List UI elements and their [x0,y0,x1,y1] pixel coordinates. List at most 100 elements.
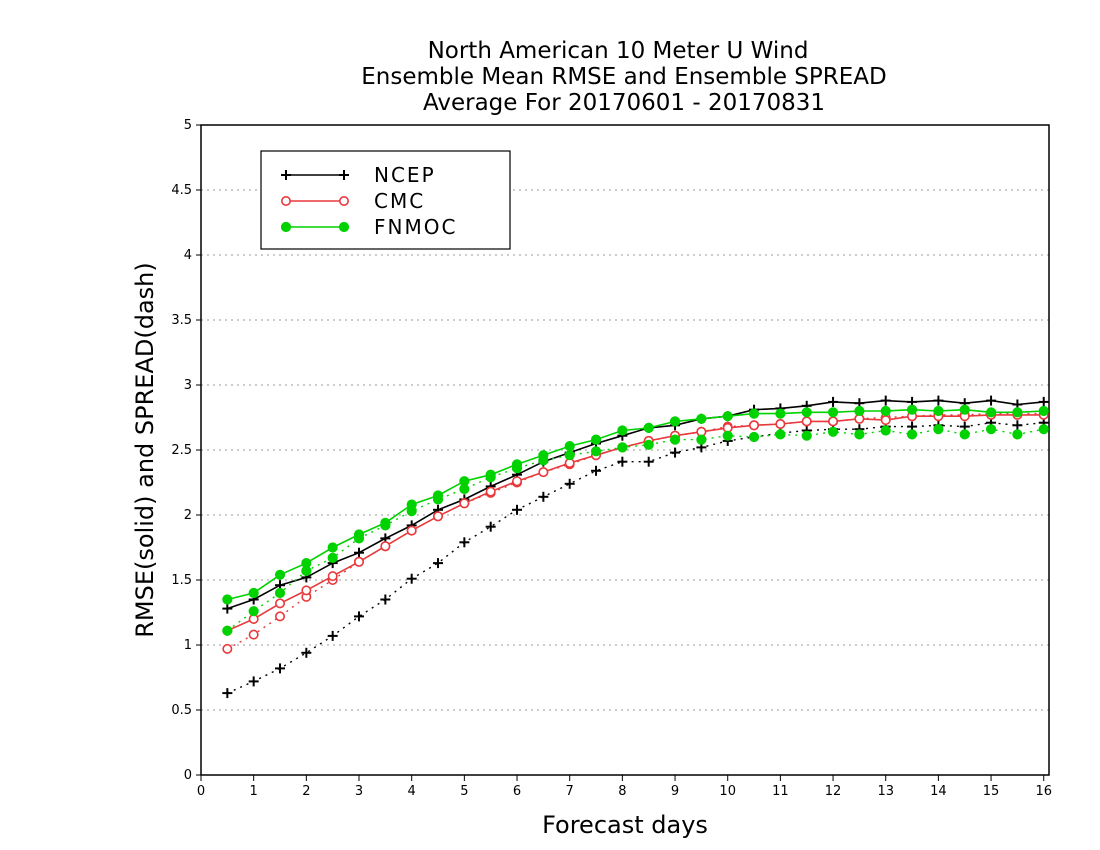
rmse-point [485,469,496,480]
rmse-point [748,408,760,419]
x-tick-label: 8 [618,784,626,799]
spread-point [775,429,786,440]
rmse-point [512,476,523,487]
rmse-point [406,525,417,536]
legend-marker [281,170,291,180]
title-line-3: Average For 20170601 - 20170831 [423,90,825,116]
spread-line [227,421,1044,694]
rmse-point [775,408,786,419]
x-axis-ticks: 0 1 2 3 4 5 6 7 8 9 10 11 12 13 14 15 16 [197,775,1052,799]
rmse-point [775,418,786,429]
rmse-line [227,399,1044,610]
spread-point [248,629,259,640]
x-tick-label: 9 [671,784,679,799]
rmse-point [880,415,891,426]
y-tick-label: 0 [184,768,192,783]
rmse-point [880,395,891,406]
legend-marker [280,221,292,233]
rmse-point [827,407,839,418]
spread-point [696,434,707,445]
rmse-point [1038,405,1049,417]
legend-label: NCEP [374,163,436,187]
x-tick-label: 12 [825,784,842,799]
y-tick-label: 1.5 [171,573,192,588]
rmse-point [511,459,523,470]
x-tick-label: 3 [355,784,363,799]
y-tick-label: 1 [184,638,192,653]
x-tick-label: 15 [983,784,1000,799]
spread-point [1012,429,1023,440]
rmse-point [617,425,628,436]
rmse-point [959,404,970,415]
rmse-point [538,450,549,461]
rmse-point [985,407,997,418]
spread-point [222,688,233,699]
rmse-point [986,395,997,406]
spread-point [354,611,365,622]
rmse-point [433,511,444,522]
spread-point [248,676,259,687]
rmse-point [327,542,338,553]
spread-point [275,663,286,674]
x-tick-label: 14 [930,784,947,799]
spread-point [880,425,891,436]
rmse-point [722,411,733,422]
rmse-point [248,587,259,599]
rmse-point [380,517,391,528]
spread-point [985,424,997,435]
legend-marker [338,196,349,207]
rmse-point [801,416,812,427]
rmse-point [801,407,812,418]
spread-point [275,611,286,622]
spread-point [801,430,812,441]
rmse-point [854,405,865,417]
x-tick-label: 10 [719,784,736,799]
spread-point [906,429,918,440]
rmse-point [327,571,338,582]
legend-item-fnmoc: FNMOC [280,215,455,239]
spread-point [933,424,944,435]
spread-point [485,521,496,532]
rmse-line [227,414,1044,632]
rmse-point [353,529,365,540]
rmse-point [538,467,549,478]
y-tick-label: 3.5 [171,313,192,328]
spread-point [669,434,681,445]
spread-point [564,450,575,461]
rmse-line [227,408,1044,601]
x-tick-label: 11 [772,784,789,799]
spread-point [459,537,470,548]
series-layer [222,395,1049,699]
x-tick-label: 16 [1035,784,1052,799]
rmse-point [459,498,470,509]
rmse-point [275,598,286,609]
spread-point [1012,420,1023,431]
rmse-point [406,499,417,510]
spread-point [670,447,681,458]
spread-point [327,552,338,564]
rmse-point [564,441,575,452]
legend-marker [339,170,349,180]
spread-point [643,439,654,450]
y-tick-label: 4 [184,248,192,263]
rmse-point [906,404,918,415]
spread-point [222,625,233,636]
y-tick-label: 2 [184,508,192,523]
legend-item-ncep: NCEP [281,163,436,187]
rmse-point [274,569,286,580]
rmse-point [880,405,891,417]
y-axis-ticks: 0 0.5 1 1.5 2 2.5 3 3.5 4 4.5 5 [171,118,201,783]
spread-point [564,478,575,489]
x-tick-label: 13 [877,784,894,799]
rmse-point [669,416,681,427]
rmse-point [1038,396,1049,407]
spread-line [227,412,1044,650]
y-tick-label: 0.5 [171,703,192,718]
rmse-point [933,395,944,406]
spread-point [1038,424,1049,435]
x-tick-label: 7 [566,784,574,799]
rmse-point [485,486,496,497]
spread-point [748,431,760,443]
